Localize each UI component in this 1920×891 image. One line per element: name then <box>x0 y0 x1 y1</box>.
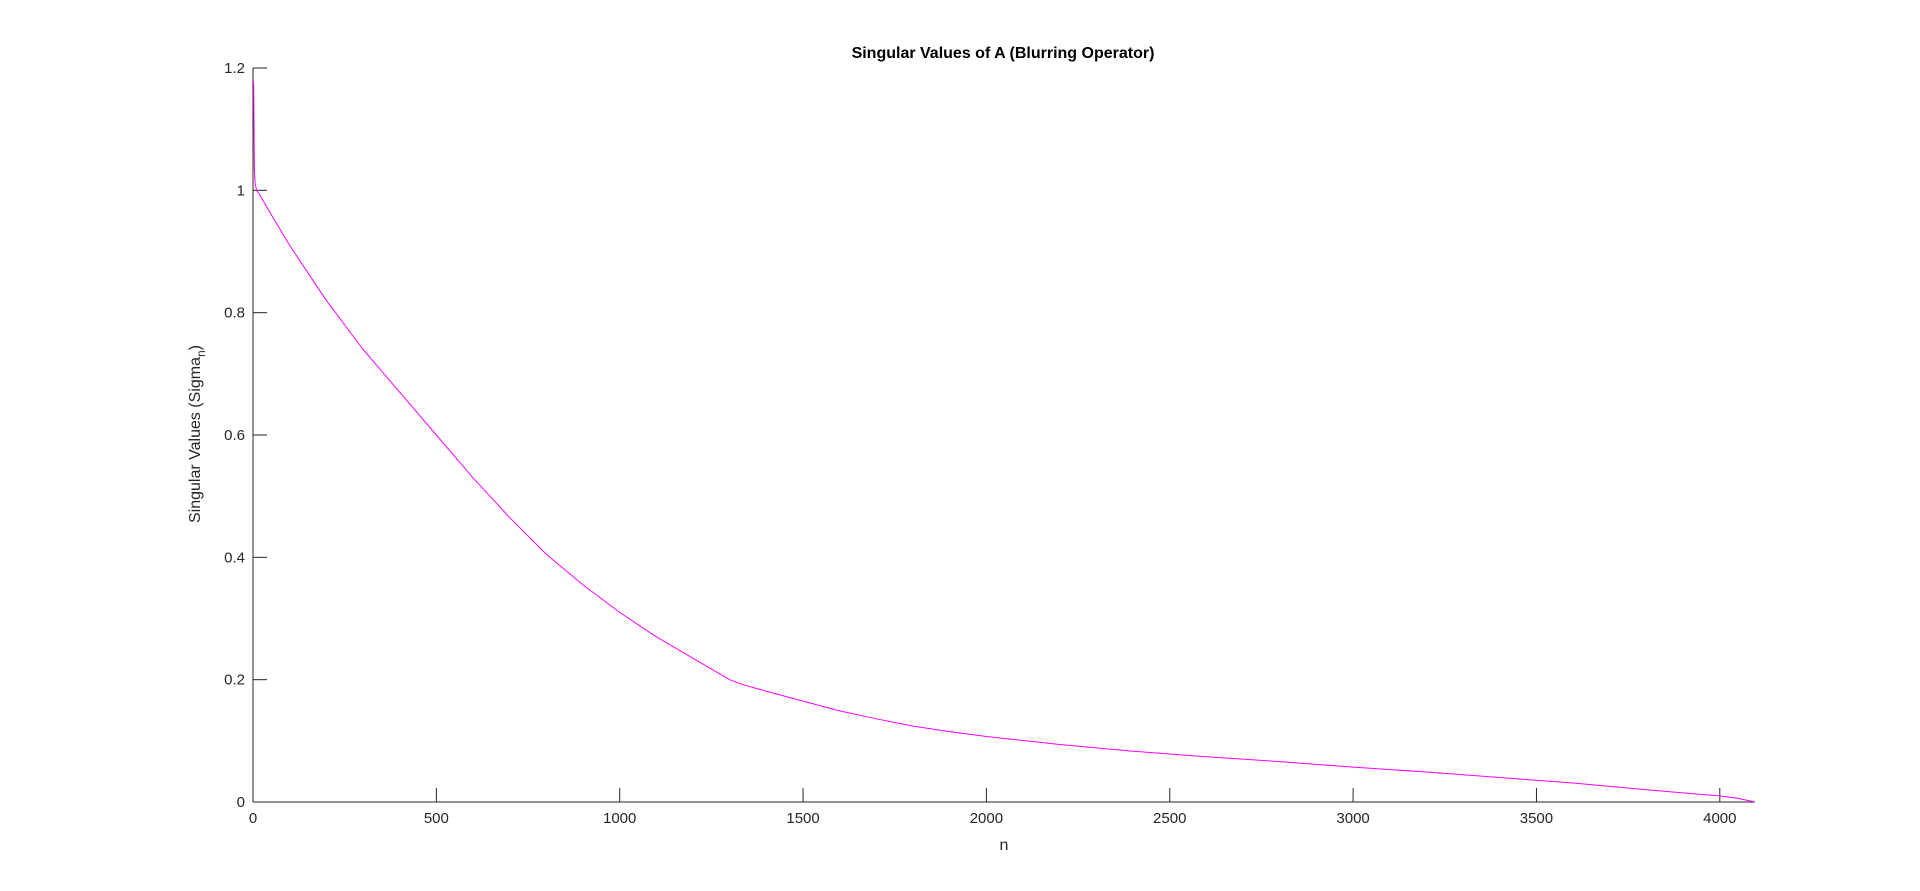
axes <box>252 68 1755 803</box>
y-axis-title: Singular Values (Sigman) <box>187 345 208 523</box>
y-tick-label: 1 <box>237 182 245 199</box>
y-tick-label: 0.6 <box>224 427 245 444</box>
x-tick-label: 3500 <box>1520 810 1553 827</box>
x-tick-label: 1500 <box>786 810 819 827</box>
x-axis-ticks: 0 500 1000 1500 2000 2500 3000 3500 4000 <box>249 788 1736 827</box>
y-axis-ticks: 0 0.2 0.4 0.6 0.8 1 1.2 <box>224 60 267 811</box>
series-layer <box>252 80 1756 803</box>
y-tick-label: 0.4 <box>224 549 245 566</box>
y-tick-label: 0.8 <box>224 305 245 322</box>
y-tick-label: 1.2 <box>224 60 245 77</box>
y-tick-label: 0 <box>237 794 245 811</box>
x-tick-label: 2500 <box>1153 810 1186 827</box>
chart-title: Singular Values of A (Blurring Operator) <box>852 45 1155 62</box>
x-tick-label: 4000 <box>1703 810 1736 827</box>
x-tick-label: 3000 <box>1336 810 1369 827</box>
x-tick-label: 2000 <box>970 810 1003 827</box>
y-axis-title-subscript: n <box>194 350 208 357</box>
x-tick-label: 1000 <box>603 810 636 827</box>
x-axis-title: n <box>1000 837 1009 854</box>
x-tick-label: 500 <box>424 810 449 827</box>
y-tick-label: 0.2 <box>224 672 245 689</box>
x-tick-label: 0 <box>249 810 257 827</box>
y-axis-title-main: Singular Values (Sigma <box>187 357 204 523</box>
y-axis-title-close: ) <box>187 345 204 350</box>
series-line-singular-values <box>252 80 1756 803</box>
